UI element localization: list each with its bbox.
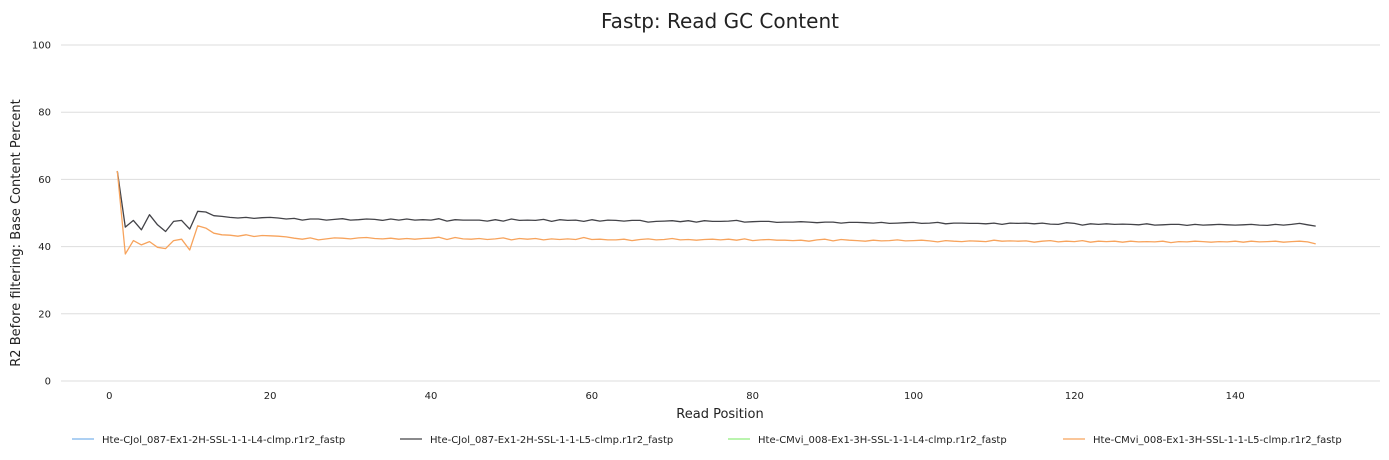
x-tick-label: 100: [904, 391, 923, 402]
y-tick-label: 100: [32, 41, 51, 52]
series-line-2: [116, 170, 1316, 233]
legend-label: Hte-CMvi_008-Ex1-3H-SSL-1-1-L5-clmp.r1r2…: [1093, 435, 1342, 446]
y-axis-ticks: 0 20 40 60 80 100: [32, 41, 51, 388]
y-tick-label: 20: [38, 309, 51, 320]
legend-item[interactable]: Hte-CJol_087-Ex1-2H-SSL-1-1-L5-clmp.r1r2…: [400, 435, 673, 446]
y-tick-label: 0: [45, 377, 51, 388]
y-tick-label: 80: [38, 108, 51, 119]
legend-item[interactable]: Hte-CMvi_008-Ex1-3H-SSL-1-1-L4-clmp.r1r2…: [728, 435, 1007, 446]
series-lines: [116, 170, 1316, 255]
x-axis-ticks: 0 20 40 60 80 100 120 140: [106, 391, 1245, 402]
legend: Hte-CJol_087-Ex1-2H-SSL-1-1-L4-clmp.r1r2…: [72, 435, 1342, 446]
x-tick-label: 0: [106, 391, 112, 402]
x-axis-label: Read Position: [676, 407, 763, 422]
y-axis-label: R2 Before filtering: Base Content Percen…: [9, 99, 24, 366]
y-tick-label: 40: [38, 242, 51, 253]
legend-label: Hte-CJol_087-Ex1-2H-SSL-1-1-L5-clmp.r1r2…: [430, 435, 673, 446]
x-tick-label: 120: [1065, 391, 1084, 402]
x-tick-label: 80: [746, 391, 759, 402]
legend-item[interactable]: Hte-CMvi_008-Ex1-3H-SSL-1-1-L5-clmp.r1r2…: [1063, 435, 1342, 446]
y-tick-label: 60: [38, 175, 51, 186]
legend-label: Hte-CJol_087-Ex1-2H-SSL-1-1-L4-clmp.r1r2…: [102, 435, 345, 446]
x-tick-label: 40: [425, 391, 438, 402]
legend-item[interactable]: Hte-CJol_087-Ex1-2H-SSL-1-1-L4-clmp.r1r2…: [72, 435, 345, 446]
x-tick-label: 60: [585, 391, 598, 402]
x-tick-label: 20: [264, 391, 277, 402]
x-tick-label: 140: [1226, 391, 1245, 402]
legend-label: Hte-CMvi_008-Ex1-3H-SSL-1-1-L4-clmp.r1r2…: [758, 435, 1007, 446]
chart-title: Fastp: Read GC Content: [601, 9, 839, 33]
series-line-4: [116, 170, 1316, 255]
gridlines: [61, 44, 1380, 382]
